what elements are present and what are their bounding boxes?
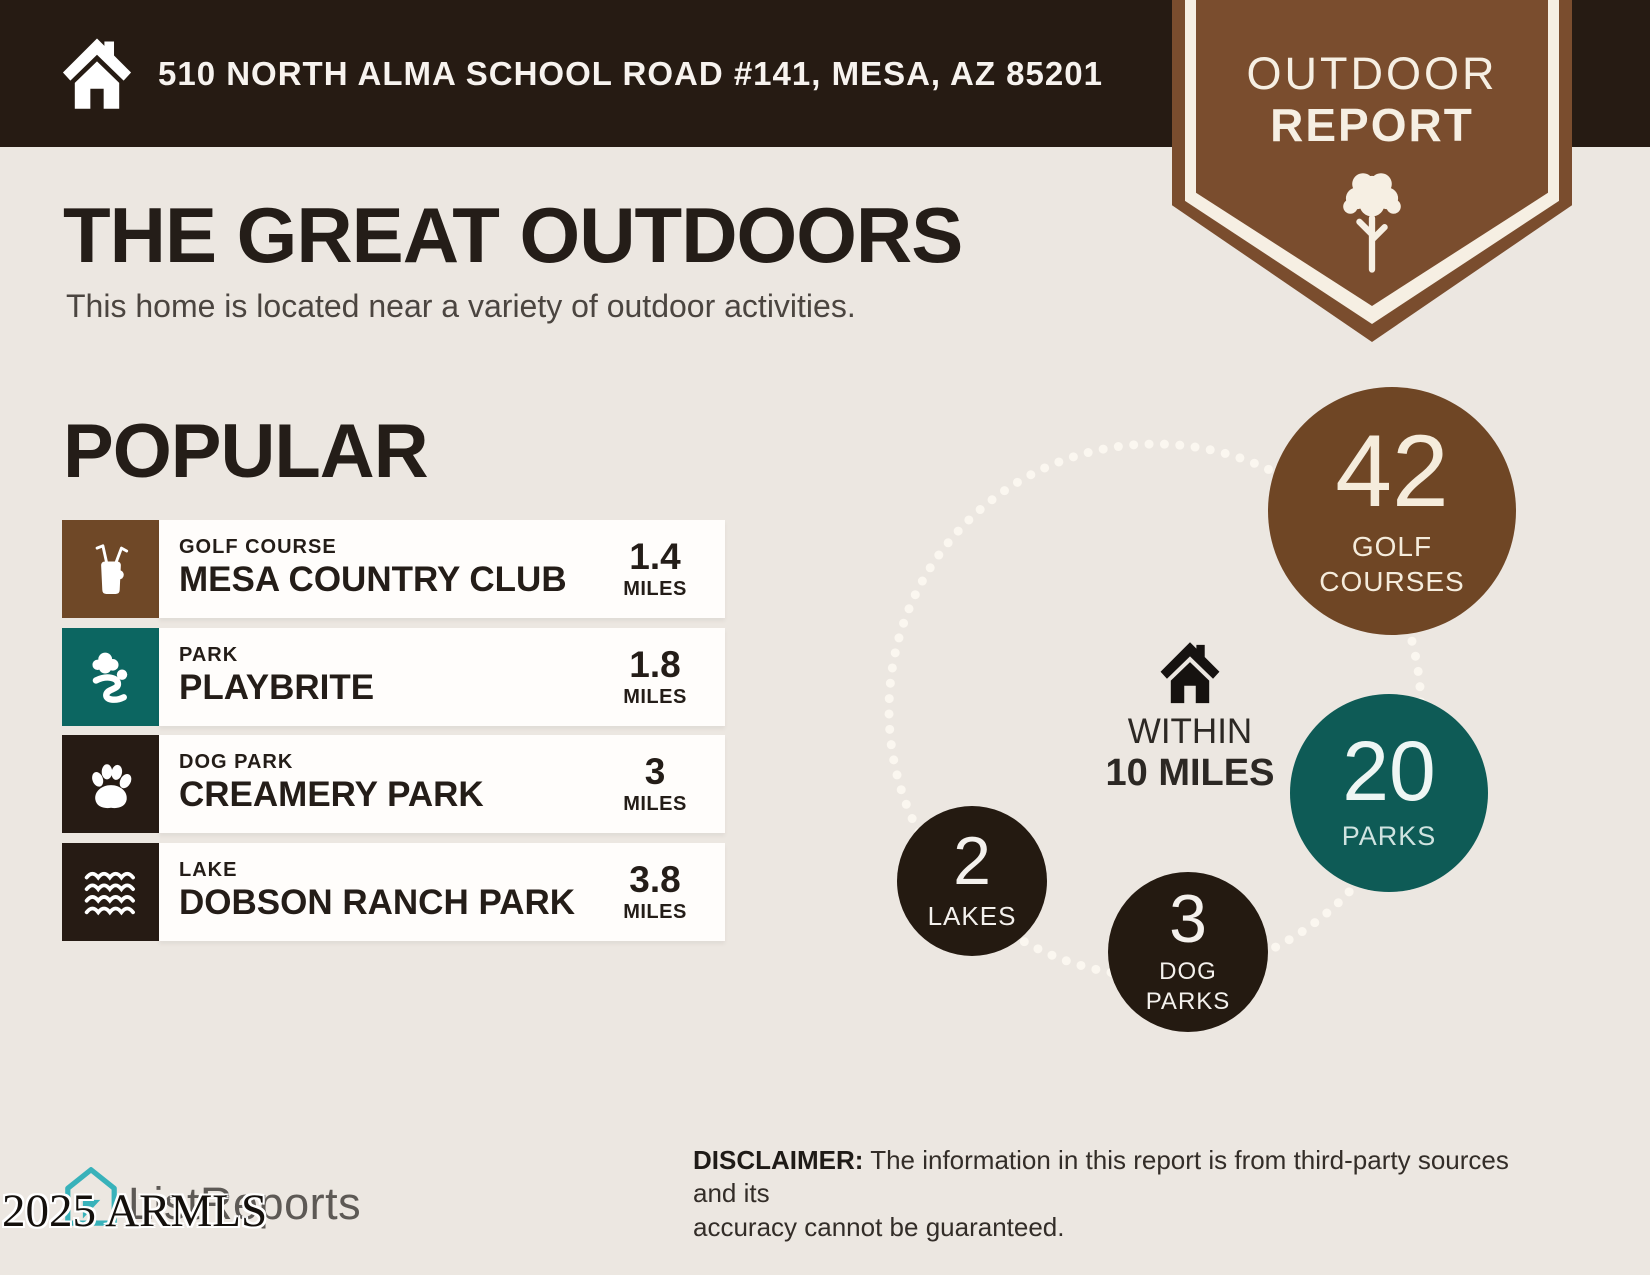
stat-value: 20: [1342, 724, 1436, 819]
distance-value: 3: [644, 750, 666, 792]
stat-label: GOLF COURSES: [1319, 531, 1465, 598]
list-item-card: PARK PLAYBRITE 1.8 MILES: [159, 628, 725, 726]
golf-courses-stat-circle: 42 GOLF COURSES: [1268, 387, 1516, 635]
disclaimer-line1: The information in this report is from t…: [693, 1145, 1509, 1209]
distance-value: 3.8: [629, 858, 681, 900]
item-category: PARK: [179, 644, 239, 666]
dog-parks-stat-circle: 3 DOG PARKS: [1108, 872, 1268, 1032]
stat-label: LAKES: [927, 901, 1017, 932]
item-name: DOBSON RANCH PARK: [179, 883, 576, 922]
property-address: 510 NORTH ALMA SCHOOL ROAD #141, MESA, A…: [158, 54, 1103, 92]
item-category: DOG PARK: [179, 751, 294, 773]
page-subtitle: This home is located near a variety of o…: [66, 288, 856, 324]
list-item-card: LAKE DOBSON RANCH PARK 3.8 MILES: [159, 843, 725, 941]
item-name: CREAMERY PARK: [179, 775, 484, 814]
within-label: WITHIN: [1127, 712, 1253, 751]
item-name: MESA COUNTRY CLUB: [179, 560, 567, 599]
page-title: THE GREAT OUTDOORS: [63, 191, 963, 279]
list-item: LAKE DOBSON RANCH PARK 3.8 MILES: [62, 843, 725, 941]
parks-stat-circle: 20 PARKS: [1290, 694, 1488, 892]
list-item: DOG PARK CREAMERY PARK 3 MILES: [62, 735, 725, 833]
stat-label: DOG PARKS: [1145, 957, 1231, 1015]
disclaimer-line2: accuracy cannot be guaranteed.: [693, 1211, 1065, 1242]
stat-label: PARKS: [1341, 821, 1437, 852]
item-distance: 1.4 MILES: [595, 520, 715, 618]
park-icon: [91, 652, 127, 703]
distance-value: 1.8: [629, 643, 681, 685]
lake-icon-tile: [62, 843, 159, 941]
stat-value: 42: [1335, 413, 1449, 528]
dog-park-icon-tile: [62, 735, 159, 833]
listreports-logo-icon: [65, 1167, 117, 1226]
item-category: GOLF COURSE: [179, 536, 337, 558]
distance-unit: MILES: [623, 792, 687, 815]
distance-unit: MILES: [623, 900, 687, 923]
tree-icon: [1343, 173, 1401, 273]
home-icon: [1160, 642, 1220, 704]
list-item: GOLF COURSE MESA COUNTRY CLUB 1.4 MILES: [62, 520, 725, 618]
item-distance: 3.8 MILES: [595, 843, 715, 941]
park-icon-tile: [62, 628, 159, 726]
list-item: PARK PLAYBRITE 1.8 MILES: [62, 628, 725, 726]
item-distance: 3 MILES: [595, 735, 715, 833]
popular-heading: POPULAR: [63, 409, 429, 494]
list-item-card: GOLF COURSE MESA COUNTRY CLUB 1.4 MILES: [159, 520, 725, 618]
item-category: LAKE: [179, 859, 238, 881]
distance-unit: MILES: [623, 685, 687, 708]
banner-title-line1: OUTDOOR: [1246, 48, 1498, 99]
item-distance: 1.8 MILES: [595, 628, 715, 726]
distance-unit: MILES: [623, 577, 687, 600]
listreports-logo-text: ListReports: [128, 1178, 362, 1229]
lakes-stat-circle: 2 LAKES: [897, 806, 1047, 956]
item-name: PLAYBRITE: [179, 668, 375, 707]
disclaimer: DISCLAIMER: The information in this repo…: [693, 1144, 1533, 1244]
list-item-card: DOG PARK CREAMERY PARK 3 MILES: [159, 735, 725, 833]
distance-value: 1.4: [629, 535, 681, 577]
golf-bag-icon: [95, 544, 128, 594]
house-icon: [62, 38, 132, 109]
banner-title-line2: REPORT: [1270, 99, 1474, 151]
paw-icon: [91, 764, 131, 809]
waves-icon: [84, 871, 135, 916]
armls-watermark: 2025 ARMLS: [2, 1185, 268, 1237]
stat-value: 2: [953, 823, 991, 900]
disclaimer-label: DISCLAIMER:: [693, 1145, 864, 1175]
golf-course-icon-tile: [62, 520, 159, 618]
stat-value: 3: [1169, 881, 1207, 958]
